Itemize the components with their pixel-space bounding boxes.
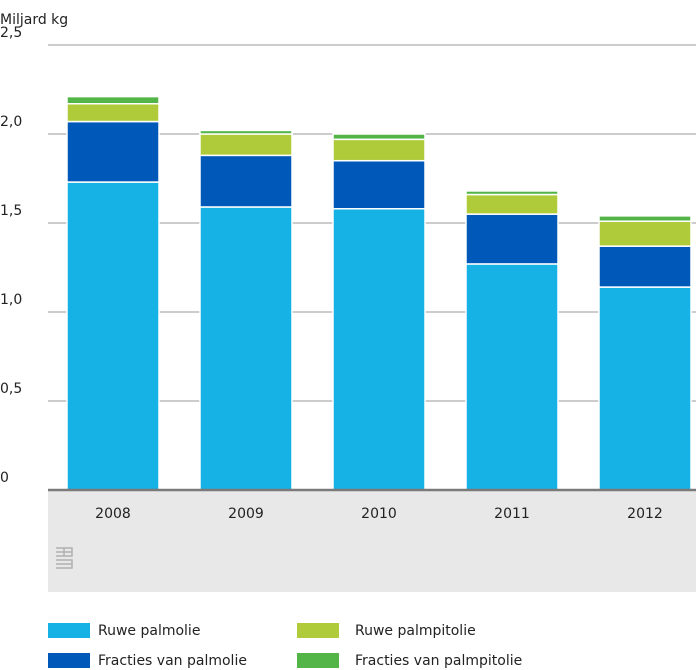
- legend-label: Ruwe palmolie: [98, 623, 200, 639]
- bar-segment: [66, 95, 160, 105]
- legend-label: Fracties van palmolie: [98, 653, 247, 669]
- bar-segment: [465, 263, 559, 491]
- y-tick-label: 2,0: [0, 114, 22, 130]
- legend-label: Ruwe palmpitolie: [355, 623, 476, 639]
- y-tick-label: 1,5: [0, 203, 22, 219]
- bar-segment: [199, 154, 293, 208]
- y-axis-label: Miljard kg: [0, 12, 68, 28]
- legend-swatch: [297, 653, 339, 668]
- y-tick-label: 1,0: [0, 292, 22, 308]
- bar-segment: [598, 220, 692, 247]
- bar-segment: [66, 181, 160, 491]
- bar-segment: [199, 129, 293, 135]
- y-tick-label: 2,5: [0, 25, 22, 41]
- x-tick-label: 2008: [95, 506, 131, 522]
- legend-swatch: [48, 653, 90, 668]
- x-tick-label: 2012: [627, 506, 663, 522]
- bar-segment: [332, 133, 426, 141]
- bar-segment: [598, 245, 692, 288]
- legend-swatch: [48, 623, 90, 638]
- bar-segment: [199, 133, 293, 157]
- bar-segment: [66, 102, 160, 123]
- bar-segment: [598, 286, 692, 491]
- bar-segment: [332, 208, 426, 491]
- y-tick-label: 0: [0, 470, 9, 486]
- category-band: [48, 490, 696, 592]
- bar-segment: [465, 213, 559, 265]
- x-tick-label: 2009: [228, 506, 264, 522]
- bar-segment: [66, 120, 160, 183]
- bar-segment: [332, 138, 426, 162]
- legend-label: Fracties van palmpitolie: [355, 653, 522, 669]
- bar-segment: [465, 193, 559, 215]
- bar-segment: [598, 215, 692, 222]
- bar-segment: [332, 159, 426, 210]
- x-tick-label: 2010: [361, 506, 397, 522]
- x-tick-label: 2011: [494, 506, 530, 522]
- y-tick-label: 0,5: [0, 381, 22, 397]
- logo: [56, 547, 73, 569]
- bar-segment: [199, 206, 293, 491]
- legend-swatch: [297, 623, 339, 638]
- bar-segment: [465, 190, 559, 196]
